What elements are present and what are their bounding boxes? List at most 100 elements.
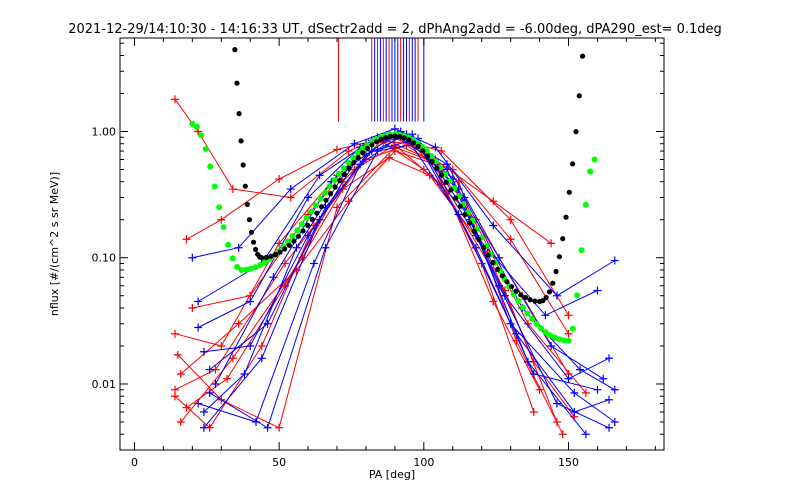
fit-point-black	[439, 172, 445, 178]
data-point-blue	[321, 243, 330, 252]
data-point-blue	[593, 385, 602, 394]
fit-point-black	[481, 244, 487, 251]
fit-point-black	[291, 238, 297, 244]
data-point-red	[182, 403, 191, 412]
data-point-blue	[257, 354, 266, 363]
data-point-blue	[593, 286, 602, 295]
fit-point-black	[360, 150, 366, 156]
fit-point-black	[532, 298, 538, 304]
fit-point-green	[340, 165, 347, 172]
fit-point-green	[574, 292, 581, 299]
fit-point-green	[326, 183, 333, 190]
series-line-red	[186, 137, 535, 413]
y-tick-label: 0.01	[92, 378, 117, 391]
fit-point-black	[499, 273, 505, 279]
x-tick-label: 100	[413, 456, 434, 469]
fit-point-green	[587, 168, 594, 175]
fit-point-black	[570, 161, 576, 167]
data-point-red	[188, 303, 197, 312]
data-point-blue	[552, 291, 561, 300]
data-point-blue	[541, 311, 550, 320]
fit-point-black	[453, 195, 459, 201]
fit-point-black	[397, 133, 403, 140]
data-point-red	[170, 329, 179, 338]
data-point-red	[217, 341, 226, 350]
fit-point-black	[392, 133, 398, 139]
series-line-red	[174, 98, 552, 244]
fit-point-black	[346, 165, 352, 171]
fit-point-black	[543, 294, 549, 301]
fit-point-black	[238, 138, 244, 144]
fit-point-black	[580, 53, 586, 59]
fit-point-black	[415, 143, 421, 149]
fit-point-black	[504, 279, 510, 285]
fit-point-black	[355, 154, 361, 161]
fit-point-green	[207, 163, 214, 170]
fit-point-black	[425, 153, 431, 159]
data-point-blue	[408, 130, 417, 139]
fit-point-green	[533, 320, 540, 327]
data-point-red	[581, 388, 590, 397]
fit-point-green	[569, 325, 576, 332]
fit-point-green	[220, 224, 227, 231]
y-tick-label: 0.10	[92, 252, 117, 265]
data-point-red	[228, 354, 237, 363]
fit-point-black	[305, 222, 311, 228]
fit-point-black	[236, 111, 242, 117]
fit-point-green	[556, 336, 563, 343]
fit-point-black	[244, 201, 250, 207]
fit-point-green	[312, 202, 319, 209]
fit-point-green	[243, 266, 250, 273]
fit-point-green	[423, 148, 430, 155]
data-point-red	[228, 185, 237, 194]
fit-point-black	[259, 255, 265, 261]
fit-point-black	[420, 148, 426, 154]
fit-point-black	[443, 179, 449, 185]
x-tick-label: 0	[131, 456, 138, 469]
fit-point-black	[332, 184, 338, 190]
fit-point-black	[323, 197, 329, 203]
x-tick-label: 50	[272, 456, 286, 469]
fit-point-green	[515, 297, 522, 304]
data-point-blue	[564, 374, 573, 383]
data-point-blue	[442, 160, 451, 169]
fit-point-black	[434, 165, 440, 171]
data-point-blue	[234, 243, 243, 252]
fit-point-black	[471, 228, 477, 234]
fit-point-black	[576, 93, 582, 99]
fit-point-black	[286, 242, 292, 248]
fit-point-green	[234, 264, 241, 270]
data-point-blue	[263, 319, 272, 328]
fit-point-green	[582, 201, 589, 208]
fit-point-green	[298, 221, 305, 228]
fit-point-black	[268, 253, 274, 259]
data-point-red	[489, 197, 498, 206]
data-point-blue	[246, 297, 255, 306]
fit-point-green	[565, 337, 572, 344]
data-point-red	[547, 239, 556, 248]
fit-point-green	[261, 259, 268, 266]
data-point-red	[564, 329, 573, 338]
fit-point-green	[322, 189, 329, 196]
fit-point-black	[253, 246, 259, 253]
fit-point-black	[242, 183, 248, 189]
data-point-blue	[610, 417, 619, 426]
data-point-blue	[373, 147, 382, 156]
data-point-red	[182, 235, 191, 244]
fit-point-black	[563, 214, 569, 220]
fit-point-black	[401, 135, 407, 141]
series-line-blue	[215, 136, 587, 435]
data-point-red	[275, 175, 284, 184]
fit-point-black	[387, 133, 393, 139]
y-tick-label: 1.00	[92, 125, 117, 138]
data-point-blue	[240, 369, 249, 378]
fit-point-green	[529, 316, 535, 322]
data-point-blue	[292, 243, 301, 252]
fit-point-black	[448, 187, 454, 193]
fit-point-green	[524, 310, 531, 317]
data-point-blue	[552, 399, 561, 408]
data-point-blue	[547, 341, 556, 350]
data-point-red	[217, 215, 226, 224]
fit-point-black	[230, 10, 235, 15]
